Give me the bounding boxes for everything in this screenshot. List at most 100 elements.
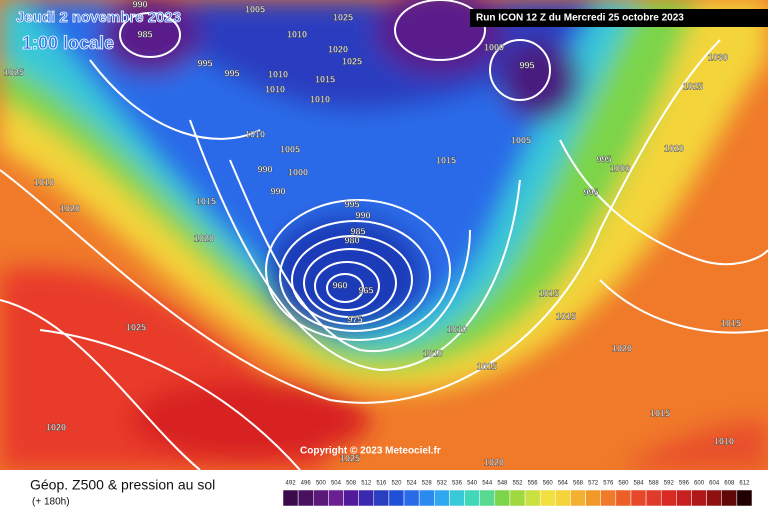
scale-label: 528 (422, 481, 433, 487)
scale-label: 548 (497, 481, 508, 487)
isobar-label: 1025 (683, 81, 703, 91)
scale-label: 512 (361, 481, 372, 487)
scale-label: 584 (634, 481, 645, 487)
isobar-label: 1020 (60, 203, 80, 213)
scale-label: 536 (452, 481, 463, 487)
scale-label: 560 (543, 481, 554, 487)
isobar-label: 1000 (484, 42, 504, 52)
isobar-label: 985 (137, 29, 152, 39)
scale-label: 500 (316, 481, 327, 487)
isobar-label: 990 (132, 0, 147, 9)
isobar-label: 1000 (288, 167, 308, 177)
isobar-label: 995 (596, 154, 611, 164)
scale-label: 552 (512, 481, 523, 487)
scale-label: 580 (618, 481, 629, 487)
isobar-label: 1015 (315, 74, 335, 84)
scale-label: 504 (331, 481, 342, 487)
isobar-label: 1020 (484, 457, 504, 467)
isobar-label: 995 (224, 68, 239, 78)
scale-label: 520 (391, 481, 402, 487)
scale-swatch (358, 489, 375, 507)
scale-label: 576 (603, 481, 614, 487)
scale-swatch (630, 489, 647, 507)
isobar-label: 1005 (280, 144, 300, 154)
scale-label: 496 (301, 481, 312, 487)
isobar-label: 1010 (447, 324, 467, 334)
isobar-label: 985 (350, 226, 365, 236)
isobar-label: 1005 (511, 135, 531, 145)
isobar-label: 980 (344, 235, 359, 245)
scale-label: 592 (664, 481, 675, 487)
isobar-label: 1020 (612, 343, 632, 353)
isobar-label: 1000 (610, 163, 630, 173)
scale-swatch (524, 489, 541, 507)
scale-swatch (388, 489, 405, 507)
scale-label: 508 (346, 481, 357, 487)
scale-label: 600 (694, 481, 705, 487)
scale-swatch (645, 489, 662, 507)
scale-swatch (479, 489, 496, 507)
isobar-label: 995 (197, 58, 212, 68)
scale-label: 588 (649, 481, 660, 487)
scale-swatch (418, 489, 435, 507)
isobar-label: 960 (332, 280, 347, 290)
scale-swatch (313, 489, 329, 507)
scale-swatch (570, 489, 586, 507)
isobar-label: 1020 (46, 422, 66, 432)
scale-swatch (706, 489, 722, 507)
isobar-label: 1025 (340, 453, 360, 463)
scale-swatch (676, 489, 692, 507)
isobar-label: 995 (344, 199, 359, 209)
isobar-labels: 990 985 995 995 1005 1010 1025 1020 1015 1025 1010… (4, 0, 741, 468)
run-banner (470, 9, 768, 27)
isobar-label: 1010 (287, 29, 307, 39)
scale-swatch (297, 489, 314, 507)
scale-label: 544 (482, 481, 493, 487)
scale-swatch (539, 489, 556, 507)
scale-swatch (585, 489, 601, 507)
isobar-label: 990 (355, 210, 370, 220)
scale-label: 524 (407, 481, 418, 487)
scale-swatch (600, 489, 617, 507)
scale-label: 516 (376, 481, 387, 487)
scale-swatch (282, 489, 299, 507)
isobar-label: 1015 (436, 155, 456, 165)
isobar-label: 1010 (245, 129, 265, 139)
scale-label: 532 (437, 481, 448, 487)
isobar-label: 1010 (265, 84, 285, 94)
scale-swatch (660, 489, 677, 507)
scale-swatch (691, 489, 707, 507)
scale-swatch (403, 489, 420, 507)
scale-swatch (494, 489, 511, 507)
run-info: Run ICON 12 Z du Mercredi 25 octobre 202… (476, 13, 684, 24)
isobar-label: 1015 (539, 288, 559, 298)
isobar-label: 1010 (268, 69, 288, 79)
isobar-label: 1020 (194, 233, 214, 243)
scale-label: 572 (588, 481, 599, 487)
scale-label: 556 (528, 481, 539, 487)
isobar-label: 1010 (34, 177, 54, 187)
isobar-label: 1015 (556, 311, 576, 321)
isobar-label: 1025 (126, 322, 146, 332)
scale-label: 596 (679, 481, 690, 487)
scale-swatch (373, 489, 390, 507)
scale-label: 492 (286, 481, 297, 487)
local-time: 1:00 locale (22, 33, 114, 53)
isobar-label: 1015 (196, 196, 216, 206)
lead-time: (+ 180h) (32, 497, 70, 508)
isobar-label: 1015 (721, 318, 741, 328)
isobar-label: 1010 (714, 436, 734, 446)
isobar-label: 1030 (708, 52, 728, 62)
isobar-label: 1025 (4, 67, 24, 77)
color-scale: 492 496 500 504 508 512 516 520 524 528 532 536 540 5… (282, 481, 753, 507)
scale-label: 564 (558, 481, 569, 487)
scale-swatch (509, 489, 526, 507)
isobar-label: 1010 (423, 348, 443, 358)
isobar-label: 1015 (650, 408, 670, 418)
geopotential-field (0, 0, 768, 470)
scale-swatch (615, 489, 632, 507)
copyright: Copyright © 2023 Meteociel.fr (300, 446, 441, 457)
isobar-label: 995 (519, 60, 534, 70)
